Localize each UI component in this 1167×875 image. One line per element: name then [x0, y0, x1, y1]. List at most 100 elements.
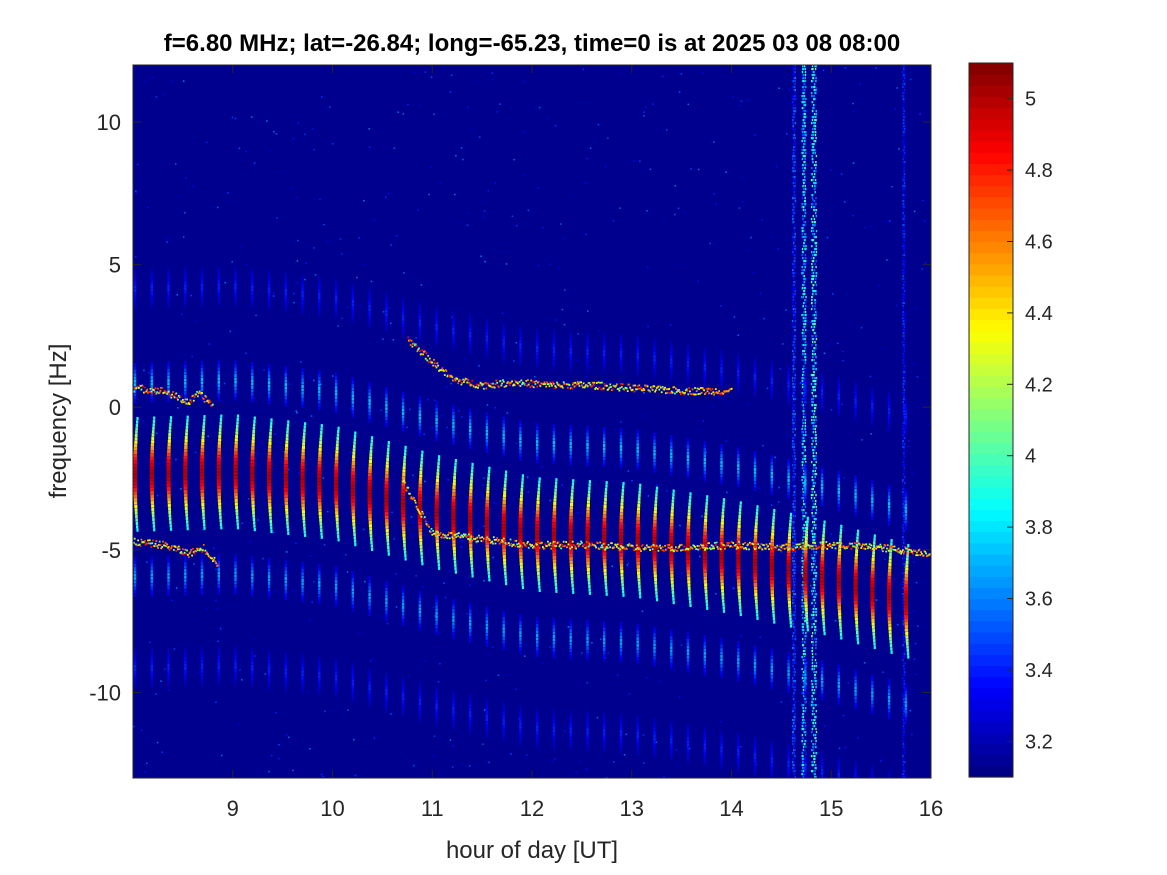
colorbar-band	[969, 754, 1013, 767]
x-tick-label: 16	[919, 796, 943, 821]
colorbar-band	[969, 643, 1013, 655]
colorbar-band	[969, 263, 1013, 276]
y-axis-ticks: -10 -5 0 5 10	[89, 110, 931, 705]
colorbar-band	[969, 353, 1013, 365]
streak	[283, 272, 290, 692]
streak	[183, 267, 189, 687]
streak	[836, 376, 843, 778]
heatmap-marks	[133, 65, 931, 778]
streak	[468, 314, 474, 735]
colorbar-band	[969, 698, 1013, 711]
streak	[685, 344, 692, 764]
streak	[669, 341, 675, 761]
colorbar-band	[969, 386, 1013, 399]
colorbar-band	[969, 241, 1013, 254]
colorbar-band	[969, 375, 1013, 388]
colorbar-band	[969, 486, 1013, 499]
colorbar-band	[969, 654, 1013, 667]
noise-column	[791, 65, 797, 778]
colorbar-band	[969, 174, 1013, 187]
streak	[752, 357, 759, 777]
colorbar-band	[969, 274, 1013, 287]
noise-column	[810, 65, 818, 778]
streak	[317, 276, 323, 696]
colorbar-band	[969, 163, 1013, 176]
colorbar-tick-label: 4.8	[1025, 160, 1053, 182]
streak	[568, 331, 575, 751]
colorbar-tick-label: 4	[1025, 446, 1036, 468]
colorbar-band	[969, 743, 1013, 756]
streak	[551, 330, 558, 750]
x-tick-label: 13	[620, 796, 644, 821]
colorbar: 3.2 3.4 3.6 3.8 4 4.2 4.4 4.6 4.8 5	[968, 62, 1053, 778]
colorbar-band	[969, 587, 1013, 600]
plot-area	[132, 64, 932, 779]
colorbar-tick-label: 5	[1025, 89, 1036, 111]
streak	[350, 283, 357, 703]
streak	[401, 297, 407, 718]
streak	[736, 353, 742, 773]
colorbar-band	[969, 732, 1013, 745]
colorbar-tick-label: 3.2	[1025, 731, 1053, 753]
streak	[769, 360, 776, 778]
colorbar-band	[969, 107, 1013, 120]
streak	[267, 270, 273, 690]
colorbar-band	[969, 141, 1013, 153]
colorbar-band	[969, 576, 1013, 588]
y-tick-label: -5	[101, 538, 121, 563]
colorbar-band	[969, 319, 1013, 332]
colorbar-bands	[969, 63, 1013, 778]
colorbar-tick-label: 4.4	[1025, 303, 1053, 325]
colorbar-band	[969, 631, 1013, 644]
colorbar-band	[969, 620, 1013, 633]
streak	[803, 368, 809, 778]
streak	[518, 326, 524, 746]
colorbar-band	[969, 687, 1013, 700]
streak	[501, 322, 508, 742]
heatmap-background	[133, 65, 931, 778]
streak	[367, 288, 374, 708]
x-axis-ticks: 9 10 11 12 13 14 15 16	[227, 65, 943, 821]
y-axis-label: frequency [Hz]	[45, 344, 72, 499]
streak	[903, 395, 910, 778]
colorbar-band	[969, 721, 1013, 733]
streak	[702, 347, 709, 767]
streak	[618, 333, 625, 754]
colorbar-band	[969, 464, 1013, 477]
y-tick-label: -10	[89, 680, 121, 705]
y-tick-label: 0	[109, 395, 121, 420]
colorbar-band	[969, 308, 1013, 321]
noise-column	[902, 65, 906, 778]
colorbar-band	[969, 453, 1013, 466]
colorbar-band	[969, 129, 1013, 142]
streak	[384, 292, 390, 713]
streak	[887, 391, 893, 778]
colorbar-band	[969, 252, 1013, 265]
colorbar-band	[969, 196, 1013, 209]
colorbar-band	[969, 118, 1013, 131]
colorbar-band	[969, 74, 1013, 86]
streak	[585, 332, 591, 752]
colorbar-band	[969, 152, 1013, 165]
colorbar-band	[969, 286, 1013, 298]
colorbar-band	[969, 565, 1013, 577]
colorbar-band	[969, 765, 1013, 778]
streak	[535, 329, 541, 749]
colorbar-tick-label: 3.8	[1025, 517, 1053, 539]
streak	[250, 268, 256, 688]
colorbar-band	[969, 442, 1013, 455]
streak	[300, 274, 307, 694]
colorbar-band	[969, 63, 1013, 75]
colorbar-band	[969, 542, 1013, 555]
colorbar-band	[969, 665, 1013, 678]
streak	[417, 302, 424, 722]
x-axis-label: hour of day [UT]	[446, 837, 618, 864]
colorbar-band	[969, 364, 1013, 376]
colorbar-band	[969, 431, 1013, 443]
periodic-streaks	[133, 266, 910, 778]
chart-title: f=6.80 MHz; lat=-26.84; long=-65.23, tim…	[164, 30, 900, 57]
colorbar-band	[969, 498, 1013, 510]
colorbar-band	[969, 598, 1013, 611]
streak	[870, 386, 876, 778]
